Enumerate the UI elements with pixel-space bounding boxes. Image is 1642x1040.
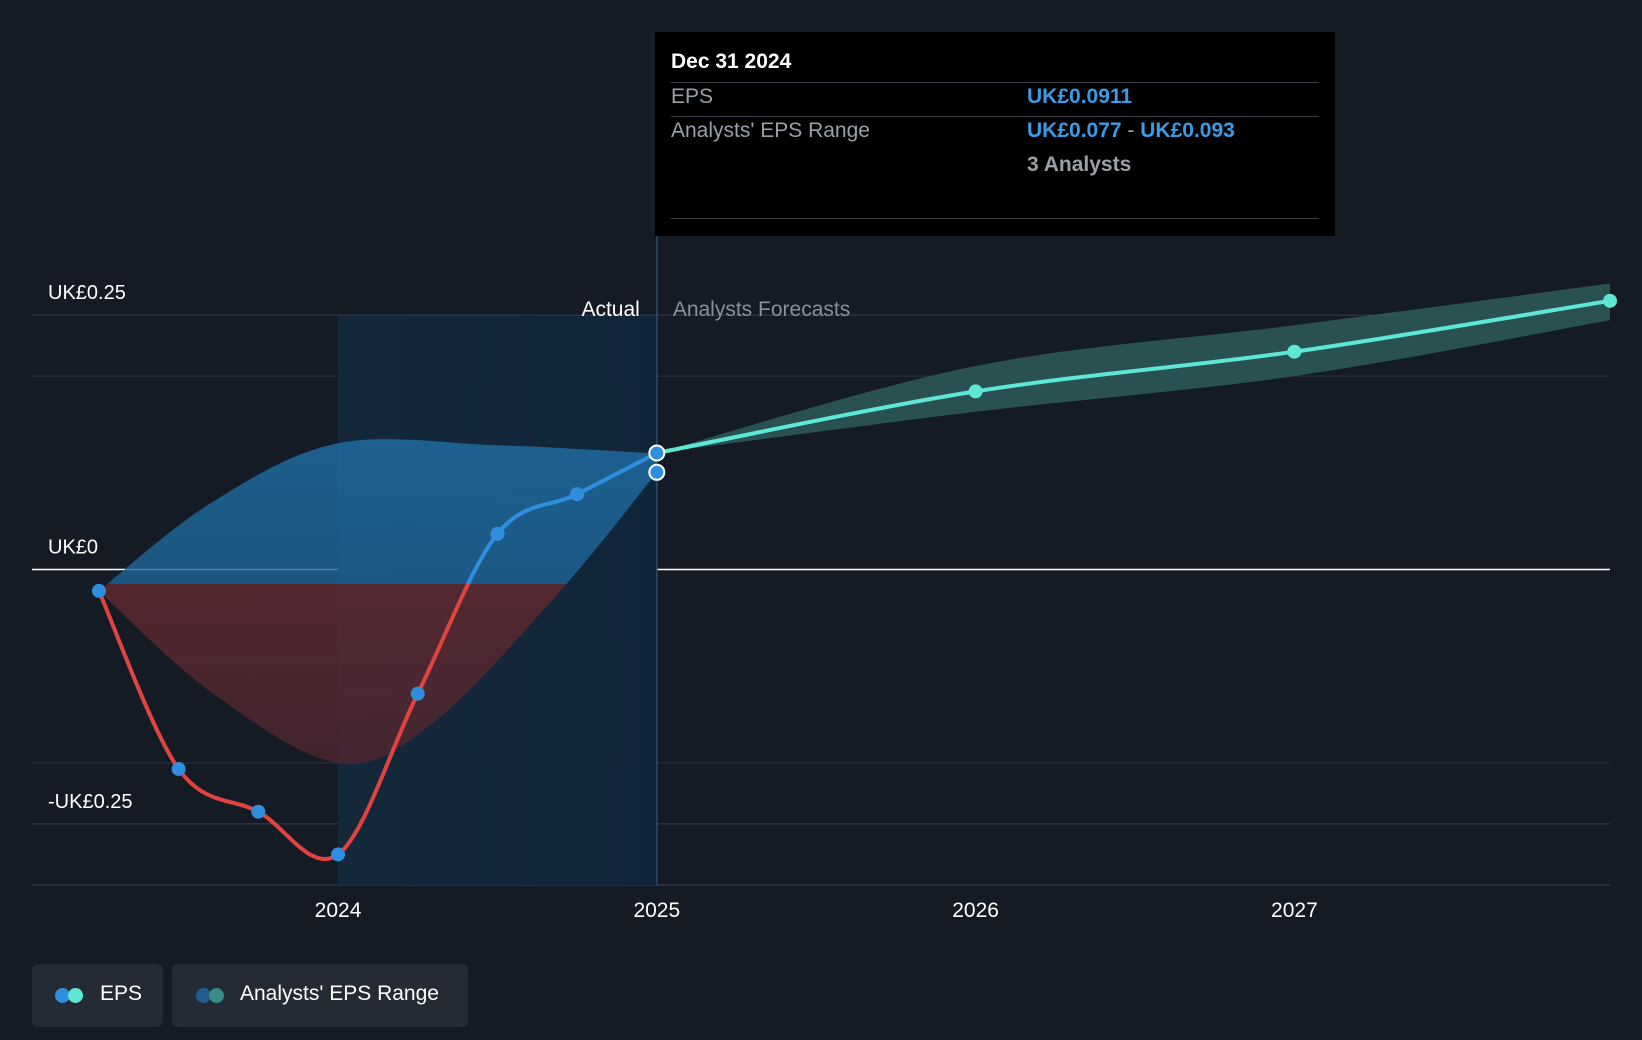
forecast-section-label: Analysts Forecasts bbox=[673, 298, 850, 321]
actual-section-label: Actual bbox=[581, 298, 639, 321]
eps-dot-icon bbox=[55, 988, 70, 1003]
forecast-band bbox=[656, 283, 1610, 453]
range-dot-icon bbox=[196, 988, 211, 1003]
x-tick-label: 2027 bbox=[1271, 899, 1318, 922]
tooltip-eps-value: UK£0.0911 bbox=[1027, 85, 1133, 108]
legend-range-label: Analysts' EPS Range bbox=[240, 982, 439, 1005]
forecast-point bbox=[1603, 293, 1617, 308]
tooltip-range-high: UK£0.093 bbox=[1140, 119, 1235, 142]
y-tick-label: UK£0.25 bbox=[48, 282, 126, 304]
forecast-point bbox=[968, 384, 983, 399]
legend-eps-range[interactable]: Analysts' EPS Range bbox=[172, 964, 468, 1027]
eps-point bbox=[251, 804, 266, 819]
eps-point bbox=[331, 847, 346, 862]
tooltip-divider bbox=[671, 116, 1319, 117]
y-tick-label: UK£0 bbox=[48, 537, 98, 559]
eps-point bbox=[91, 583, 106, 598]
x-tick-label: 2026 bbox=[952, 899, 999, 922]
eps-point bbox=[171, 761, 186, 776]
tooltip-date: Dec 31 2024 bbox=[671, 50, 792, 73]
eps-dot-icon bbox=[68, 988, 83, 1003]
tooltip-range-separator: - bbox=[1127, 119, 1135, 142]
y-axis-labels: UK£0.25 UK£0 -UK£0.25 bbox=[48, 282, 133, 813]
forecast-eps-line bbox=[656, 298, 1611, 455]
eps-range-bands bbox=[98, 283, 1610, 764]
x-tick-label: 2024 bbox=[315, 899, 362, 922]
tooltip-divider bbox=[671, 218, 1319, 219]
tooltip: Dec 31 2024 EPS UK£0.0911 Analysts' EPS … bbox=[655, 32, 1335, 236]
legend-eps-label: EPS bbox=[100, 982, 143, 1005]
y-tick-label: -UK£0.25 bbox=[48, 791, 133, 813]
eps-points bbox=[91, 293, 1617, 862]
eps-point bbox=[570, 487, 585, 502]
tooltip-range-label: Analysts' EPS Range bbox=[671, 119, 870, 142]
legend-eps[interactable]: EPS bbox=[32, 964, 163, 1027]
forecast-point bbox=[1287, 344, 1302, 359]
tooltip-divider bbox=[671, 82, 1319, 83]
tooltip-range-value: UK£0.077 - UK£0.093 bbox=[1027, 119, 1235, 143]
x-axis-labels: 2024 2025 2026 2027 bbox=[315, 899, 1318, 922]
eps-point bbox=[490, 526, 505, 541]
eps-point bbox=[410, 686, 425, 701]
tooltip-analysts-count: 3 Analysts bbox=[1027, 153, 1132, 176]
tooltip-eps-label: EPS bbox=[671, 85, 714, 108]
tooltip-range-low: UK£0.077 bbox=[1027, 119, 1122, 142]
range-dot-icon bbox=[209, 988, 224, 1003]
estimate-point bbox=[648, 463, 666, 481]
actual-band-positive bbox=[107, 439, 657, 584]
x-tick-label: 2025 bbox=[633, 899, 680, 922]
actual-eps-line-positive bbox=[465, 451, 658, 584]
eps-point bbox=[648, 444, 666, 462]
